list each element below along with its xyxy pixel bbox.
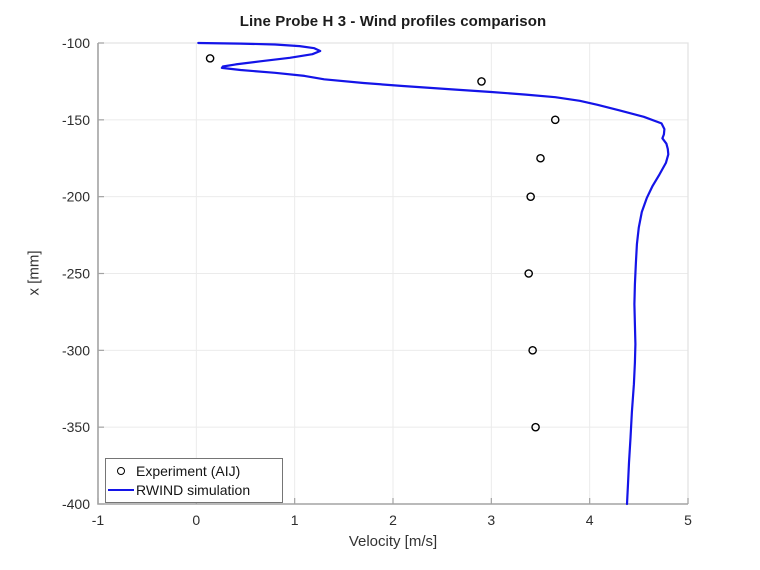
experiment-point: [528, 346, 537, 355]
y-tick-label: -400: [62, 496, 90, 512]
x-tick-label: 4: [586, 512, 594, 528]
experiment-point: [524, 269, 534, 278]
y-axis-label: x [mm]: [25, 250, 43, 296]
open-circle-marker-icon: [106, 466, 136, 475]
legend: Experiment (AIJ) RWIND simulation: [105, 458, 283, 503]
y-tick-label: -300: [62, 342, 90, 358]
x-tick-label: 1: [291, 512, 299, 528]
x-tick-label: 2: [389, 512, 397, 528]
x-tick-label: 0: [192, 512, 200, 528]
line-marker-icon: [106, 489, 136, 492]
x-tick-label: 3: [487, 512, 495, 528]
y-tick-label: -150: [62, 112, 90, 128]
simulation-line: [197, 41, 670, 506]
legend-label-rwind: RWIND simulation: [136, 482, 251, 499]
x-axis-label: Velocity [m/s]: [348, 533, 438, 550]
x-tick-label: -1: [92, 512, 105, 528]
experiment-point: [550, 115, 560, 125]
legend-item-rwind: RWIND simulation: [106, 481, 282, 501]
experiment-point: [477, 77, 486, 86]
legend-item-experiment: Experiment (AIJ): [106, 461, 282, 481]
y-tick-label: -250: [62, 266, 90, 282]
chart-title: Line Probe H 3 - Wind profiles compariso…: [239, 13, 547, 30]
x-tick-label: 5: [684, 512, 692, 528]
experiment-point: [526, 192, 535, 201]
y-tick-label: -350: [62, 419, 90, 435]
legend-label-experiment: Experiment (AIJ): [136, 462, 241, 479]
y-tick-label: -200: [62, 189, 90, 205]
experiment-point: [531, 422, 540, 432]
y-tick-label: -100: [62, 35, 90, 51]
experiment-point: [536, 153, 545, 163]
experiment-point: [205, 54, 215, 63]
plot-box-border: [98, 42, 689, 504]
